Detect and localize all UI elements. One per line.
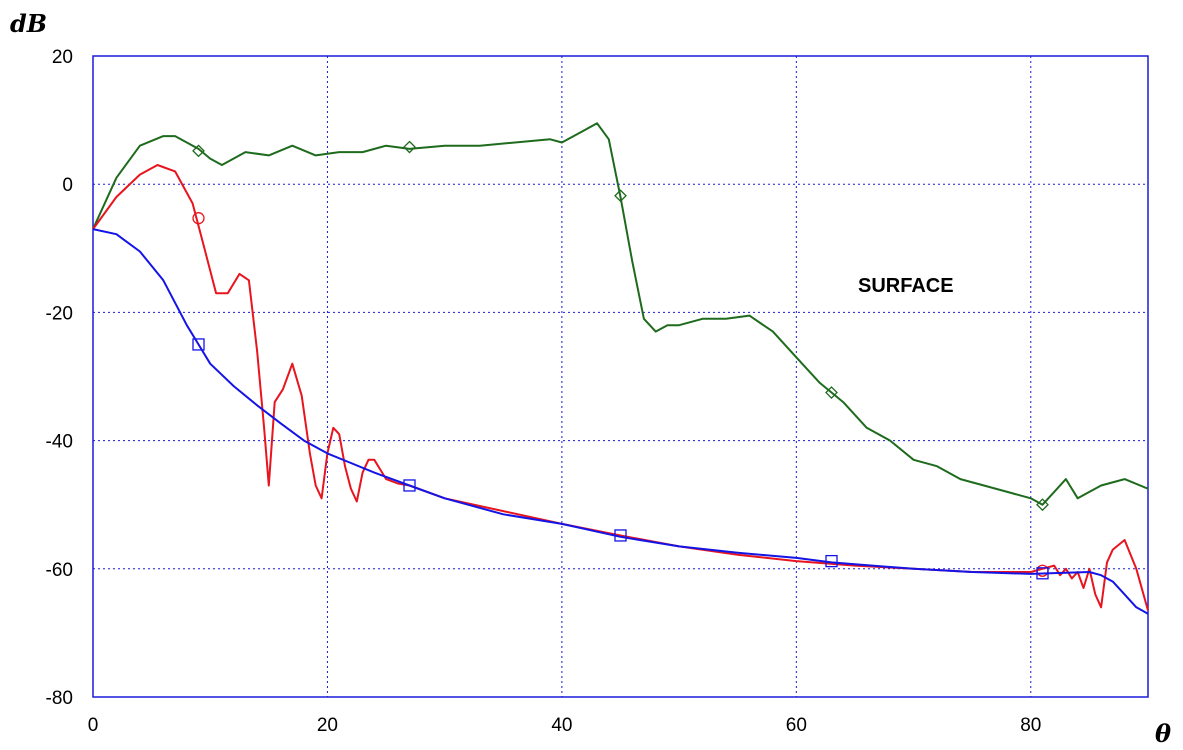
series-0-line (92, 122, 1149, 506)
series-0-marker (403, 140, 416, 154)
plot-frame (92, 55, 1149, 698)
y-tick-label: -40 (46, 432, 73, 453)
series-2-marker (1036, 567, 1049, 580)
series-2-marker (403, 479, 416, 492)
y-axis-label: dB (10, 9, 47, 38)
y-tick-label: 0 (62, 175, 73, 196)
x-tick-label: 20 (317, 715, 338, 736)
series-1-marker (192, 212, 205, 225)
tick-labels: 0 20 40 60 80 20 0 -20 -40 -60 -80 (46, 47, 1042, 736)
x-tick-label: 60 (786, 715, 807, 736)
x-tick-label: 40 (551, 715, 572, 736)
series-2-line (92, 228, 1149, 615)
series-0-marker (192, 144, 205, 158)
series-0-marker (614, 189, 627, 203)
series-0-marker (1036, 498, 1049, 512)
series-0-marker (825, 386, 838, 399)
y-tick-label: -60 (46, 560, 73, 581)
x-tick-label: 0 (88, 715, 99, 736)
series-2-marker (192, 338, 205, 351)
series-1-line (92, 164, 1149, 611)
surface-annotation: SURFACE (858, 275, 954, 297)
y-tick-label: -20 (46, 303, 73, 324)
series-2-marker (825, 554, 838, 568)
series-2-marker (614, 529, 627, 542)
y-tick-label: -80 (46, 688, 73, 709)
series-layer (92, 122, 1149, 615)
x-axis-label: θ (1155, 719, 1171, 748)
x-tick-label: 80 (1020, 715, 1041, 736)
grid-layer (93, 56, 1148, 697)
y-tick-label: 20 (52, 47, 73, 68)
